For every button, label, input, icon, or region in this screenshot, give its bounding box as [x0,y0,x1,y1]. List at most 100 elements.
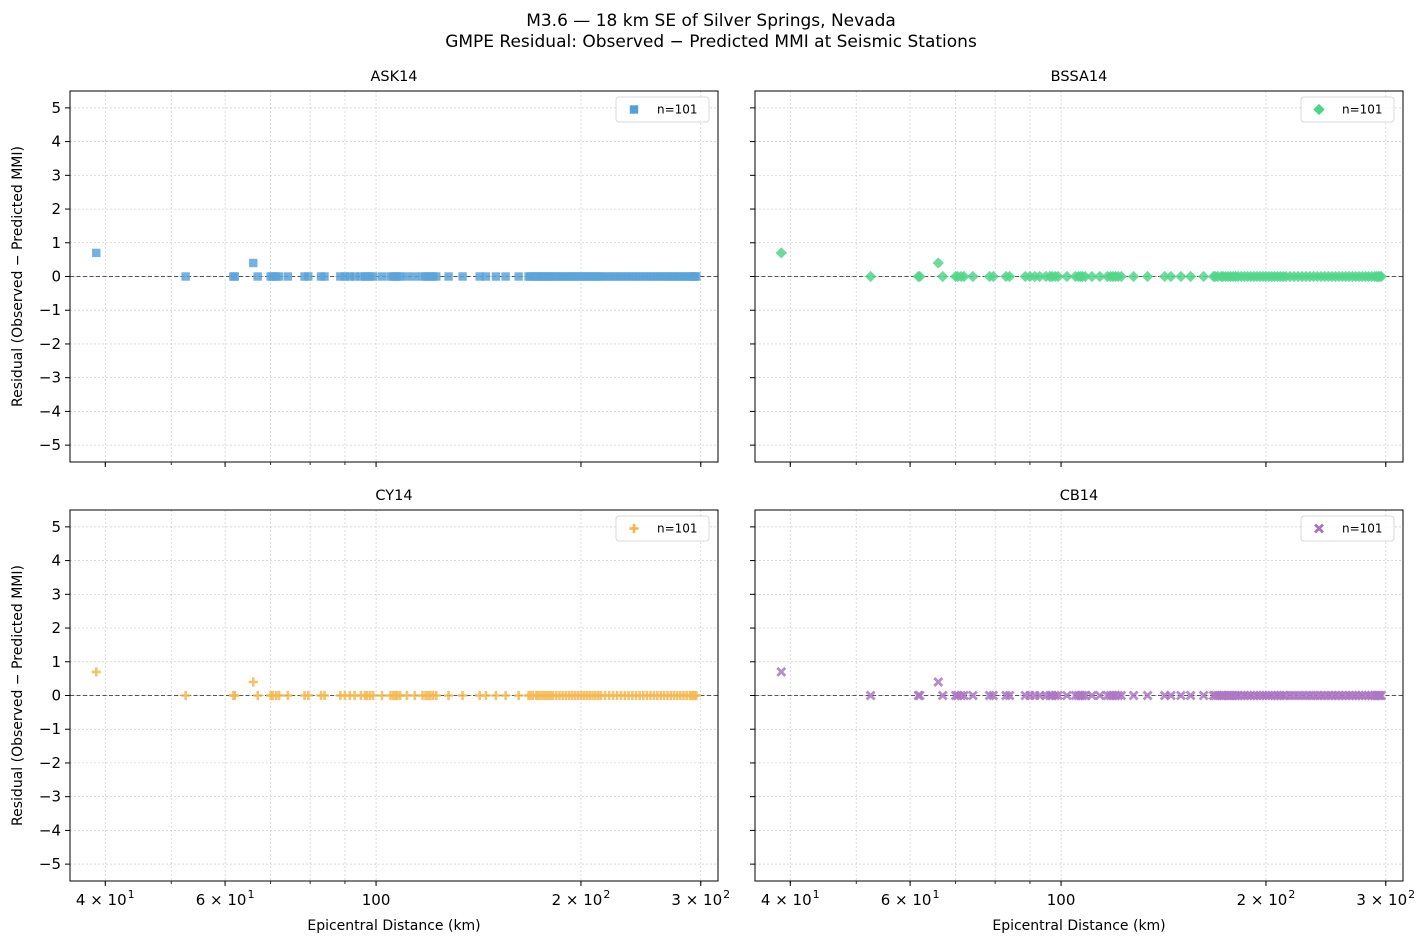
data-point [432,272,441,281]
data-point [937,270,949,283]
x-tick-label: 100 [1047,891,1076,909]
grid [70,91,718,462]
x-tick-exponent: 1 [128,888,135,901]
legend: n=101 [1300,96,1395,123]
data-point [249,258,258,268]
data-point [274,690,284,701]
data-point [274,272,284,281]
data-points [92,248,701,281]
data-point [1198,690,1209,701]
x-tick-exponent: 2 [1288,888,1295,901]
data-point [1079,270,1091,283]
x-tick-label: 3 × 10 [671,891,722,909]
data-point [1197,270,1210,283]
data-point [336,272,345,281]
data-point [988,690,999,701]
data-point [691,690,701,701]
y-tick-label: 4 [51,552,61,570]
data-point [1050,690,1061,701]
data-point [1159,270,1171,283]
x-tick-exponent: 2 [723,888,730,901]
data-point [1165,690,1176,701]
x-tick-exponent: 1 [813,888,820,901]
data-point [1061,690,1072,701]
data-point [1033,270,1046,283]
y-tick-label: 1 [51,653,61,671]
y-tick-label: 4 [51,133,61,151]
data-point [1116,690,1127,701]
data-points [775,247,1387,283]
data-point [1004,690,1015,701]
data-point [956,690,967,701]
data-point [253,272,262,281]
data-point [481,690,491,701]
legend-box [615,96,710,123]
data-points [776,666,1387,701]
data-point [368,690,378,701]
data-point [914,270,926,283]
data-point [1141,270,1154,283]
data-point [340,272,350,281]
data-point [402,690,412,701]
data-point [967,690,978,701]
x-tick-label: 6 × 10 [881,891,932,909]
y-tick-label: 2 [51,619,61,637]
legend-label: n=101 [657,103,698,117]
x-tick-label: 6 × 10 [196,891,247,909]
data-point [1094,270,1106,283]
legend-box [615,515,710,542]
data-point [1185,690,1196,701]
panels: 5 4 3 2 1 0 −1 −2 −3 −4 −5 ASK14 Residual (Observed … [10,69,1415,934]
data-point [1113,690,1124,701]
data-point [458,272,467,281]
data-point [91,667,101,677]
data-point [181,690,191,701]
x-tick-label: 4 × 10 [761,891,812,909]
data-point [864,270,877,283]
legend-box [1300,96,1395,123]
subplot-title: ASK14 [370,69,417,85]
data-point [914,690,925,701]
y-tick-label: 2 [51,200,61,218]
data-point [431,690,441,701]
data-point [1115,270,1127,283]
data-point [319,690,330,701]
subplot-title: CY14 [375,488,412,504]
panel-ask14: 5 4 3 2 1 0 −1 −2 −3 −4 −5 ASK14 Residual (Observed … [10,69,719,467]
data-point [304,272,313,281]
data-point [481,272,491,281]
x-axis-label: Epicentral Distance (km) [307,918,480,934]
data-point [320,272,329,281]
y-tick-label: −3 [39,369,61,387]
y-tick-label: −4 [39,821,61,839]
legend-marker [1313,103,1325,116]
data-point [395,272,405,281]
legend-marker [629,105,639,114]
data-point [500,690,511,701]
data-point [1142,690,1153,701]
data-point [248,677,258,687]
data-point [1086,690,1097,701]
x-tick-exponent: 1 [932,888,939,901]
data-point [775,247,787,259]
x-tick-exponent: 2 [603,888,610,901]
data-point [377,690,387,701]
y-axis-label: Residual (Observed − Predicted MMI) [10,146,26,407]
x-tick-label: 2 × 10 [1237,891,1288,909]
y-tick-label: 0 [51,687,61,705]
y-tick-label: 3 [51,166,61,184]
y-tick-label: −2 [39,754,61,772]
x-tick-label: 4 × 10 [76,891,127,909]
data-point [1184,270,1197,283]
data-point [345,272,355,281]
data-point [368,272,378,281]
figure-title: M3.6 — 18 km SE of Silver Springs, Nevad… [526,11,896,31]
data-point [865,690,876,701]
y-tick-label: 0 [51,268,61,286]
x-tick-label: 2 × 10 [552,891,603,909]
data-point [932,257,944,269]
y-tick-label: −3 [39,788,61,806]
data-point [444,272,453,281]
data-point [1094,690,1105,701]
